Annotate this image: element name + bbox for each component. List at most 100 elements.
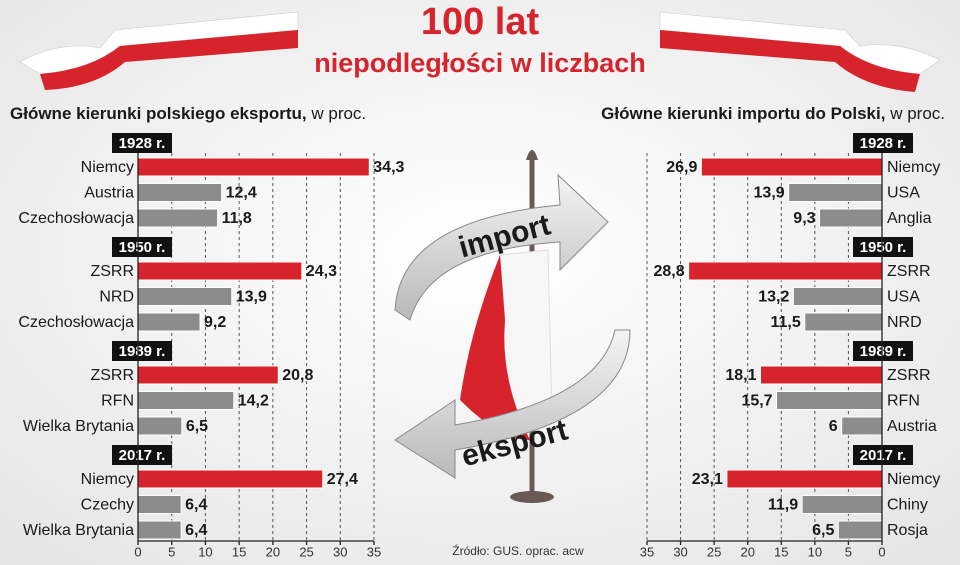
year-box [853,341,913,361]
x-tick-label: 30 [673,544,687,559]
category-label: Niemcy [81,159,134,176]
value-label: 13,9 [754,185,785,202]
x-tick-label: 5 [845,544,852,559]
value-label: 13,9 [236,289,267,306]
bar [137,495,182,514]
title: 100 lat [421,1,540,43]
bar [776,391,883,410]
year-label: 1989 r. [119,343,166,360]
bar [819,208,883,228]
year-box [853,445,913,465]
bar [137,365,279,385]
category-label: ZSRR [887,367,931,384]
value-label: 11,5 [771,314,801,331]
bar [792,287,883,306]
bar [804,312,883,332]
bar [137,416,183,436]
category-label: Wielka Brytania [23,522,134,539]
chart-title-text: Główne kierunki polskiego eksportu, [10,104,307,123]
category-label: USA [887,185,920,202]
ribbon-right [659,11,941,92]
value-label: 9,2 [204,314,226,331]
chart-title-text: Główne kierunki importu do Polski, [601,104,885,123]
value-label: 11,8 [222,210,252,227]
value-label: 12,4 [226,185,257,202]
year-label: 2017 r. [860,447,907,464]
category-label: Anglia [887,210,932,227]
category-label: RFN [887,393,920,410]
bar [137,261,303,281]
bar [788,183,883,202]
bar [137,391,235,410]
chart-unit: w proc. [889,104,945,123]
value-label: 26,9 [666,159,697,176]
value-label: 24,3 [306,263,337,280]
x-tick-label: 30 [333,544,347,559]
chart-title: Główne kierunki importu do Polski, w pro… [601,104,945,123]
value-label: 6,5 [186,418,208,435]
year-label: 1928 r. [119,135,166,152]
category-label: Rosja [887,522,928,539]
category-label: USA [887,289,920,306]
category-label: Austria [84,185,134,202]
year-box [112,133,172,153]
x-tick-label: 25 [299,544,313,559]
arrow-eksport [394,329,631,479]
year-box [112,237,172,257]
bar [137,208,219,228]
x-tick-label: 25 [707,544,721,559]
year-label: 1989 r. [860,343,907,360]
year-box [853,133,913,153]
value-label: 27,4 [327,471,358,488]
value-label: 23,1 [692,471,723,488]
category-label: Czechosłowacja [18,314,134,331]
bar-chart: Główne kierunki importu do Polski, w pro… [601,104,945,559]
year-label: 2017 r. [119,447,166,464]
x-tick-label: 10 [198,544,212,559]
category-label: RFN [101,393,134,410]
x-tick-label: 15 [774,544,788,559]
value-label: 20,8 [282,367,313,384]
category-label: ZSRR [90,367,134,384]
bar [137,469,324,489]
bar [137,520,182,540]
bar [688,261,883,281]
category-label: ZSRR [90,263,134,280]
bar [137,183,223,202]
pole-tip [526,150,538,160]
category-label: Czechosłowacja [18,210,134,227]
year-label: 1950 r. [860,239,907,256]
arrow-import [394,173,609,321]
value-label: 9,3 [793,210,815,227]
bar [841,416,883,436]
year-box [112,445,172,465]
year-label: 1928 r. [860,135,907,152]
pole-base [510,491,554,503]
value-label: 14,2 [238,393,269,410]
bar [759,365,883,385]
value-label: 28,8 [653,263,684,280]
value-label: 6,5 [812,522,834,539]
chart-title: Główne kierunki polskiego eksportu, w pr… [10,104,366,123]
category-label: NRD [99,289,134,306]
source: Źródło: GUS. oprac. acw [452,543,584,558]
value-label: 13,2 [758,289,789,306]
value-label: 34,3 [373,159,404,176]
category-label: Niemcy [887,159,940,176]
bar [726,469,883,489]
x-tick-label: 0 [134,544,141,559]
value-label: 18,1 [725,367,756,384]
bar [837,520,883,540]
bar [137,157,370,177]
x-tick-label: 5 [168,544,175,559]
x-tick-label: 20 [266,544,280,559]
x-tick-label: 35 [367,544,381,559]
category-label: Austria [887,418,937,435]
value-label: 6,4 [185,522,207,539]
category-label: Niemcy [81,471,134,488]
value-label: 6,4 [185,497,207,514]
bar-chart: Główne kierunki polskiego eksportu, w pr… [10,104,405,559]
category-label: Czechy [81,497,134,514]
x-tick-label: 15 [232,544,246,559]
